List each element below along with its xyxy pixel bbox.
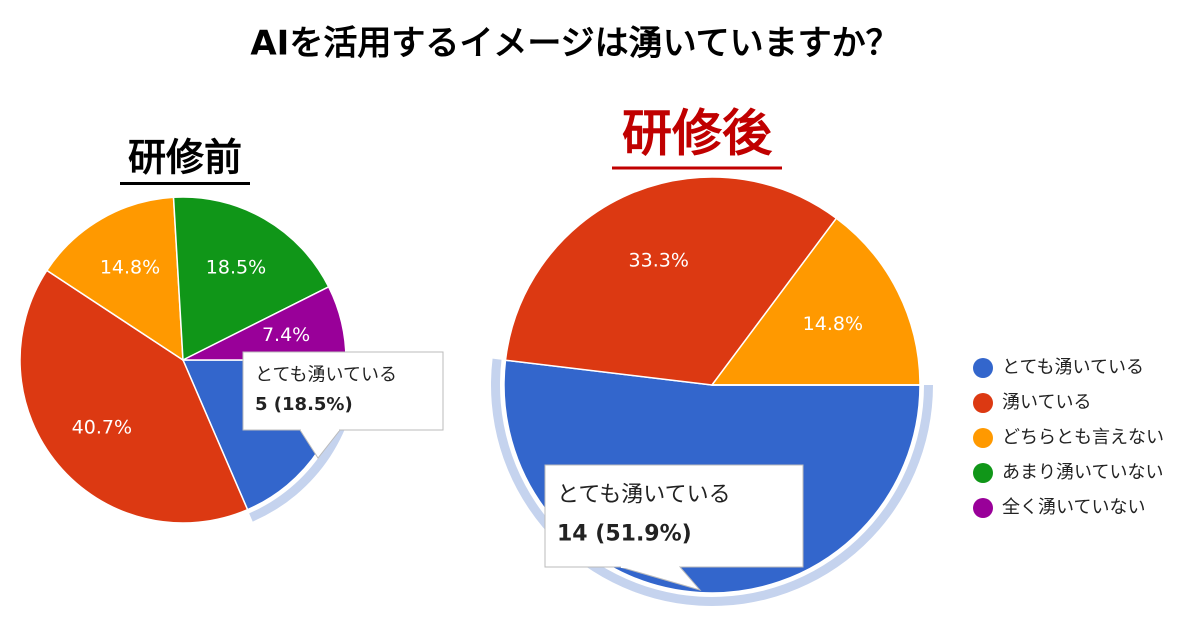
legend-label: 全く湧いていない (1002, 497, 1145, 518)
legend-marker (973, 428, 993, 448)
slice-label: 33.3% (629, 249, 689, 271)
chart-title: 研修後 (622, 105, 773, 163)
slice-label: 40.7% (72, 417, 132, 439)
legend-label: とても湧いている (1002, 357, 1144, 378)
tooltip-box (544, 464, 804, 568)
tooltip-box (242, 351, 444, 431)
legend-marker (973, 498, 993, 518)
pie-slice (172, 196, 330, 362)
legend-label: 湧いている (1002, 392, 1091, 413)
page-title: AIを活用するイメージは湧いていますか？ (250, 24, 899, 64)
pie-slice (710, 217, 921, 386)
pie-slice (19, 269, 249, 524)
tooltip-name: とても湧いている (255, 364, 397, 385)
tooltip-pointer (299, 429, 341, 459)
highlight-ring (249, 360, 359, 522)
slice-label: 14.8% (100, 257, 160, 279)
legend-label: あまり湧いていない (1002, 462, 1163, 483)
pie-slice (504, 176, 838, 386)
chart-title: 研修前 (128, 136, 242, 180)
tooltip-value: 5 (18.5%) (255, 394, 353, 415)
legend-marker (973, 393, 993, 413)
slice-label: 7.4% (262, 324, 310, 346)
slice-label: 14.8% (803, 313, 863, 335)
legend-marker (973, 358, 993, 378)
legend-marker (973, 463, 993, 483)
pie-slice (45, 196, 184, 362)
tooltip-name: とても湧いている (557, 483, 731, 508)
legend-label: どちらとも言えない (1002, 427, 1164, 448)
tooltip-value: 14 (51.9%) (557, 521, 692, 546)
slice-label: 18.5% (206, 257, 266, 279)
tooltip-pointer (619, 566, 702, 591)
